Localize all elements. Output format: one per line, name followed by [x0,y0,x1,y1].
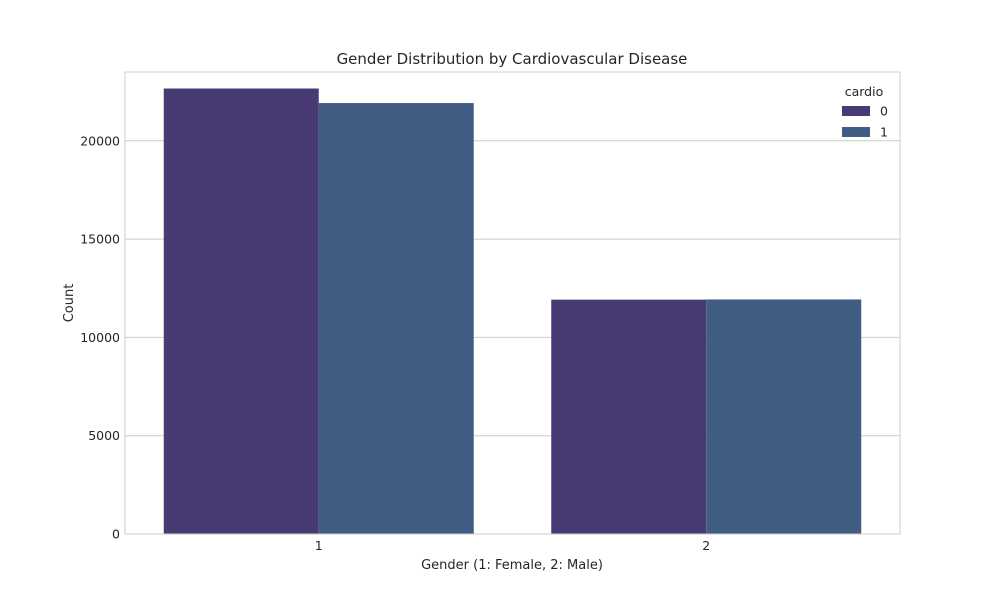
y-tick-label: 10000 [80,330,120,345]
y-axis-label: Count [62,284,77,323]
bar-cardio-1-gender-1 [318,103,474,534]
legend-swatch-1 [842,127,870,137]
y-tick-label: 5000 [88,428,120,443]
bar-cardio-0-gender-1 [163,88,319,535]
x-tick-label: 1 [315,538,323,553]
legend-title: cardio [845,84,884,99]
chart-title: Gender Distribution by Cardiovascular Di… [337,50,688,68]
bar-cardio-0-gender-2 [551,299,707,534]
legend: cardio 01 [842,84,888,140]
legend-items: 01 [842,104,888,140]
y-tick-label: 20000 [80,133,120,148]
y-tick-label: 0 [112,527,120,542]
x-axis-label: Gender (1: Female, 2: Male) [421,558,603,573]
legend-swatch-0 [842,106,870,116]
y-tick-label: 15000 [80,232,120,247]
x-tick-label: 2 [702,538,710,553]
legend-label-1: 1 [880,125,888,140]
bars [163,88,862,535]
bar-cardio-1-gender-2 [706,299,862,534]
y-axis-ticks: 0 5000 10000 15000 20000 [80,133,120,541]
plot-frame [124,71,901,535]
legend-label-0: 0 [880,104,888,119]
